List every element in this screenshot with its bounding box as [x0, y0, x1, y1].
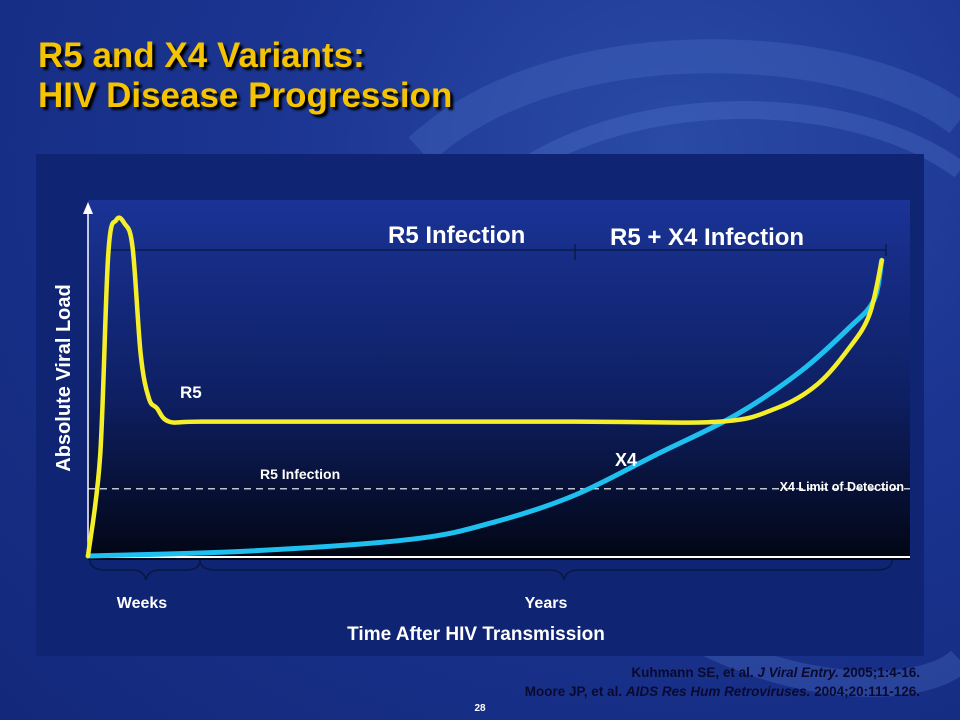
citation-1-journal: J Viral Entry.	[757, 665, 839, 680]
x4-curve	[85, 257, 885, 559]
citation-1-details: 2005;1:4-16.	[838, 665, 920, 680]
citation-2-journal: AIDS Res Hum Retroviruses.	[625, 684, 811, 699]
phase-label-r5-x4: R5 + X4 Infection	[610, 224, 804, 251]
title-line-2: HIV Disease Progression	[38, 76, 453, 115]
weeks-brace	[89, 559, 201, 581]
years-label: Years	[525, 595, 568, 612]
weeks-label: Weeks	[117, 595, 168, 612]
x4-series-label: X4	[615, 450, 637, 470]
r5-series-label: R5	[180, 383, 202, 402]
citation-2-authors: Moore JP, et al.	[524, 684, 626, 699]
years-brace	[199, 559, 893, 581]
plot-area	[88, 200, 910, 560]
x-axis-label: Time After HIV Transmission	[347, 624, 605, 645]
page-number: 28	[474, 703, 486, 714]
r5-curve	[85, 215, 885, 559]
citation-1: Kuhmann SE, et al. J Viral Entry. 2005;1…	[525, 663, 920, 682]
viral-load-chart: R5 Infection R5 + X4 Infection X4 Limit …	[53, 200, 910, 645]
title-line-1: R5 and X4 Variants:	[38, 36, 365, 75]
citation-1-authors: Kuhmann SE, et al.	[631, 665, 758, 680]
slide-title: R5 and X4 Variants: HIV Disease Progress…	[38, 36, 452, 116]
citations: Kuhmann SE, et al. J Viral Entry. 2005;1…	[525, 663, 920, 701]
y-axis-label: Absolute Viral Load	[53, 284, 75, 471]
citation-2: Moore JP, et al. AIDS Res Hum Retrovirus…	[525, 682, 920, 701]
phase-label-r5: R5 Infection	[388, 222, 525, 249]
citation-2-details: 2004;20:111-126.	[810, 684, 920, 699]
x4-detection-threshold-label: X4 Limit of Detection	[780, 480, 904, 494]
r5-infection-annotation: R5 Infection	[260, 466, 340, 482]
y-axis-arrow	[83, 202, 93, 214]
chart-panel: R5 Infection R5 + X4 Infection X4 Limit …	[36, 154, 924, 656]
